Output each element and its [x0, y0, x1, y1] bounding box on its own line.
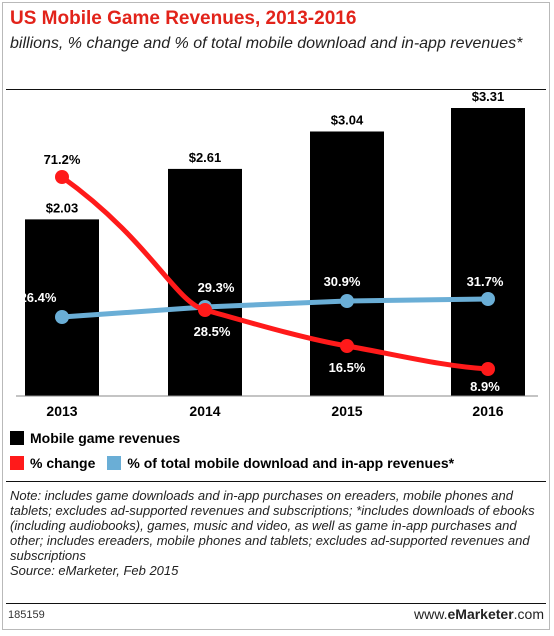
- share-value-label-2013: 26.4%: [20, 290, 57, 305]
- header-divider: [6, 89, 546, 90]
- legend-swatch-share: [107, 456, 122, 470]
- bar-value-label-2013: $2.03: [46, 200, 79, 215]
- series-line-change: [59, 174, 491, 372]
- change-value-label-2016: 8.9%: [470, 379, 500, 394]
- chart-note: Note: includes game downloads and in-app…: [10, 488, 545, 578]
- chart-subtitle: billions, % change and % of total mobile…: [10, 35, 523, 52]
- bar-value-label-2016: $3.31: [472, 90, 505, 104]
- legend-label-bar: Mobile game revenues: [30, 430, 181, 446]
- brand-suffix: .com: [513, 606, 544, 622]
- bar-2015: [310, 131, 384, 397]
- legend-lines: % change % of total mobile download and …: [10, 455, 454, 471]
- change-point-2014: [198, 303, 212, 317]
- change-value-label-2013: 71.2%: [44, 152, 81, 167]
- change-value-label-2015: 16.5%: [329, 360, 366, 375]
- share-point-2016: [481, 292, 495, 306]
- x-tick-label-2013: 2013: [46, 403, 77, 419]
- change-value-label-2014: 28.5%: [194, 324, 231, 339]
- brand-name: eMarketer: [447, 606, 514, 622]
- bar-2016: [451, 108, 525, 396]
- x-tick-label-2014: 2014: [189, 403, 220, 419]
- footer-divider: [6, 603, 546, 604]
- bar-2014: [168, 168, 242, 396]
- change-point-2013: [55, 170, 69, 184]
- note-text: Note: includes game downloads and in-app…: [10, 488, 535, 563]
- series-line-share: [61, 296, 489, 320]
- chart-id: 185159: [8, 609, 45, 621]
- bar-2013: [25, 219, 99, 396]
- x-tick-label-2015: 2015: [331, 403, 362, 419]
- source-text: Source: eMarketer, Feb 2015: [10, 563, 179, 578]
- brand-logo: www.eMarketer.com: [414, 606, 544, 622]
- change-point-2015: [340, 339, 354, 353]
- x-tick-label-2016: 2016: [472, 403, 503, 419]
- chart-plot: $2.03 $2.61 $3.04 $3.31 26.4% 29.3% 30.9% 31.7%…: [16, 90, 538, 419]
- chart-frame: [2, 2, 550, 630]
- change-point-2016: [481, 362, 495, 376]
- share-point-2015: [340, 294, 354, 308]
- share-value-label-2016: 31.7%: [467, 274, 504, 289]
- share-value-label-2015: 30.9%: [324, 274, 361, 289]
- note-divider: [6, 481, 546, 482]
- chart-title: US Mobile Game Revenues, 2013-2016: [10, 8, 357, 29]
- legend-label-share: % of total mobile download and in-app re…: [127, 455, 455, 471]
- brand-prefix: www.: [414, 606, 448, 622]
- legend-bar: Mobile game revenues: [10, 430, 180, 446]
- bar-value-label-2015: $3.04: [331, 112, 364, 127]
- share-value-label-2014: 29.3%: [198, 280, 235, 295]
- legend-label-change: % change: [30, 455, 96, 471]
- legend-swatch-change: [10, 456, 24, 470]
- legend-swatch-bar: [10, 431, 24, 445]
- bar-value-label-2014: $2.61: [189, 150, 222, 165]
- share-point-2013: [55, 310, 69, 324]
